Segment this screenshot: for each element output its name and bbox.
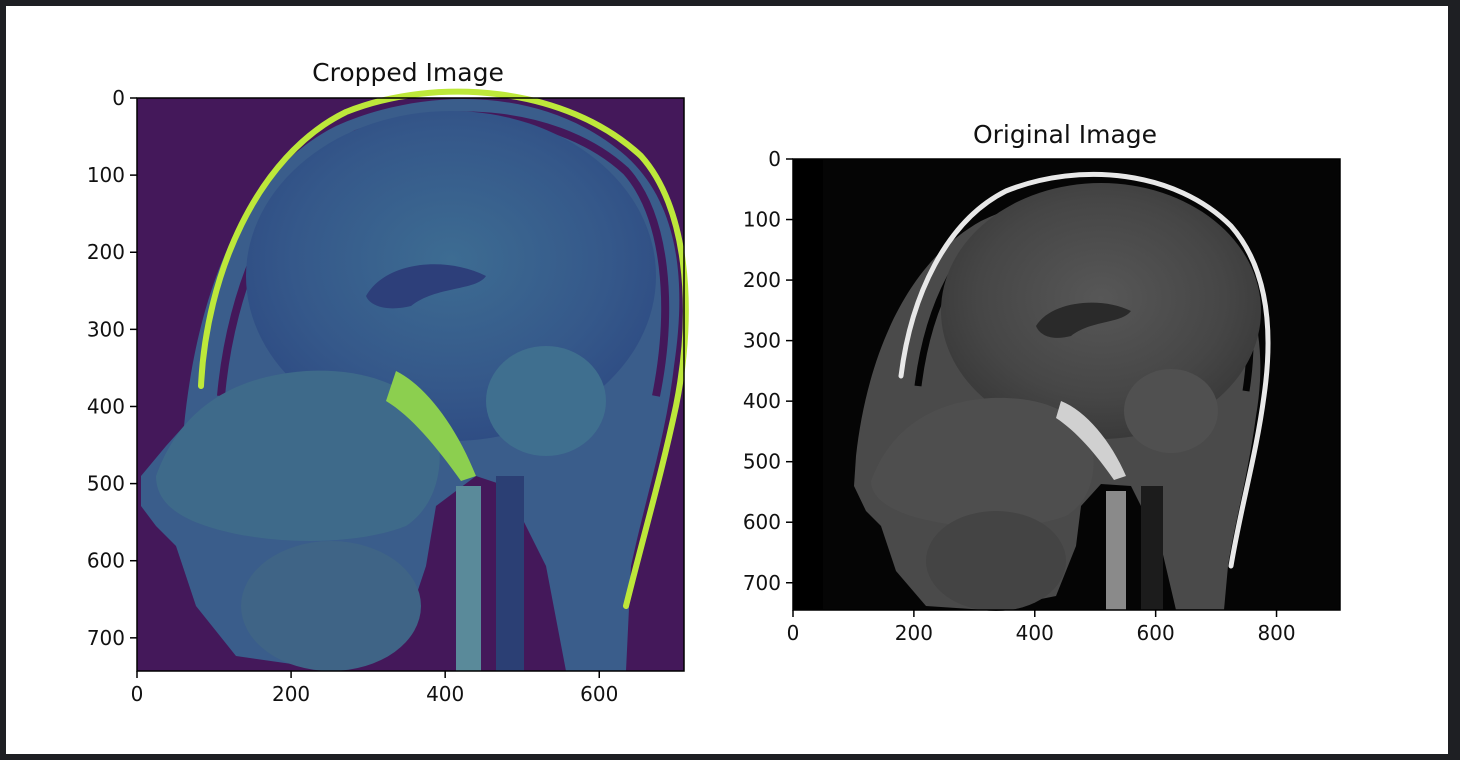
cropped-x-tick-label: 400 [426, 682, 464, 706]
original-x-tick-label: 600 [1137, 621, 1175, 645]
cropped-x-tick-label: 200 [272, 682, 310, 706]
cropped-y-tick-label: 0 [112, 86, 125, 110]
cropped-x-tick-label: 600 [580, 682, 618, 706]
original-x-tick-label: 800 [1257, 621, 1295, 645]
original-y-tick-label: 100 [743, 208, 781, 232]
original-image-plot [793, 159, 1340, 611]
original-image-title: Original Image [973, 120, 1157, 149]
original-x-tick-label: 0 [787, 621, 800, 645]
original-y-tick-label: 700 [743, 571, 781, 595]
cropped-y-tick-label: 100 [87, 163, 125, 187]
original-y-tick-label: 300 [743, 329, 781, 353]
cropped-y-tick-label: 500 [87, 472, 125, 496]
original-x-tick-label: 400 [1016, 621, 1054, 645]
cropped-y-tick-label: 700 [87, 626, 125, 650]
original-x-tick-label: 200 [895, 621, 933, 645]
original-y-tick-label: 200 [743, 268, 781, 292]
cropped-y-tick-label: 400 [87, 394, 125, 418]
cropped-y-tick-label: 600 [87, 549, 125, 573]
original-y-tick-label: 0 [768, 147, 781, 171]
original-image-ticks: 0 200 400 600 800 0 100 200 300 400 500 600 700 [743, 147, 1296, 645]
cropped-y-tick-label: 300 [87, 317, 125, 341]
original-image-axes: Original Image 0 200 4 [743, 120, 1341, 645]
cropped-y-tick-label: 200 [87, 240, 125, 264]
original-y-tick-label: 400 [743, 389, 781, 413]
figure-svg: Cropped Image [87, 58, 1341, 706]
cropped-image-axes: Cropped Image [87, 58, 689, 706]
original-y-tick-label: 600 [743, 510, 781, 534]
cropped-image-title: Cropped Image [312, 58, 504, 87]
cropped-image-ticks: 0 200 400 600 0 100 200 300 400 500 600 700 [87, 86, 619, 706]
cropped-image-plot [137, 88, 689, 672]
original-y-tick-label: 500 [743, 450, 781, 474]
cropped-x-tick-label: 0 [131, 682, 144, 706]
figure-canvas: Cropped Image [6, 6, 1448, 754]
